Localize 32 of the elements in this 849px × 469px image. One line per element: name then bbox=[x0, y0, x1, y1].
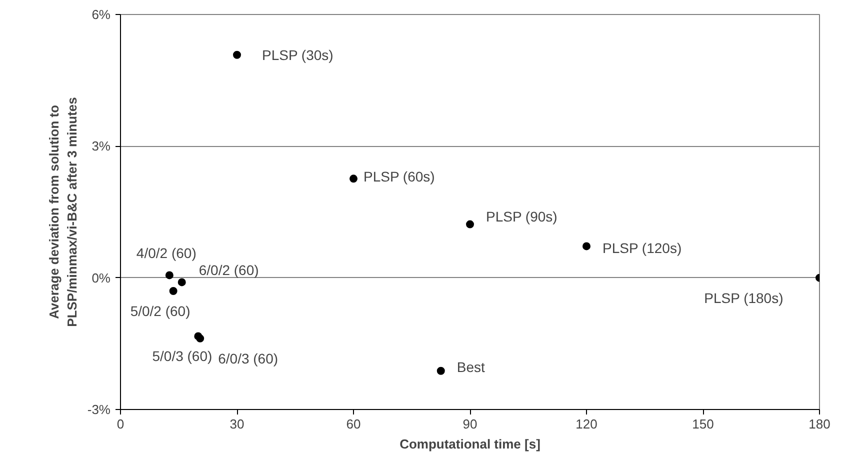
x-tick-label: 0 bbox=[116, 416, 124, 432]
annotation: Best bbox=[456, 358, 485, 375]
point bbox=[178, 278, 186, 286]
point bbox=[582, 242, 590, 250]
point bbox=[165, 271, 174, 280]
annotation: PLSP (30s) bbox=[262, 46, 334, 63]
y-tick-label: -3% bbox=[87, 402, 111, 417]
y-axis-title: Average deviation from solution to PLSP/minmax/vi-B&C after 3 minutes bbox=[46, 97, 80, 327]
annotation: 4/0/2 (60) bbox=[136, 245, 196, 262]
annotation: PLSP (120s) bbox=[602, 240, 682, 256]
x-tick-label: 30 bbox=[230, 416, 244, 432]
point bbox=[350, 174, 358, 183]
annotation: 5/0/3 (60) bbox=[152, 348, 212, 364]
point bbox=[436, 366, 445, 375]
annotation: 6/0/2 (60) bbox=[198, 262, 259, 278]
annotation: PLSP (90s) bbox=[486, 208, 558, 224]
point bbox=[466, 220, 474, 228]
x-tick-label: 90 bbox=[462, 416, 478, 432]
y-tick-label: 3% bbox=[92, 138, 111, 154]
annotation: 6/0/3 (60) bbox=[218, 350, 278, 366]
x-tick-label: 120 bbox=[576, 416, 598, 432]
point bbox=[233, 50, 241, 59]
annotation: PLSP (180s) bbox=[704, 290, 784, 306]
annotation: 5/0/2 (60) bbox=[130, 303, 190, 319]
x-axis-title: Computational time [s] bbox=[400, 436, 540, 452]
y-tick-label: 6% bbox=[92, 7, 111, 22]
x-tick-label: 60 bbox=[346, 416, 361, 432]
x-tick-label: 180 bbox=[808, 416, 830, 432]
y-tick-label: 0% bbox=[92, 270, 111, 286]
point bbox=[169, 287, 178, 295]
annotation: PLSP (60s) bbox=[364, 168, 435, 185]
x-tick-label: 150 bbox=[692, 416, 714, 432]
